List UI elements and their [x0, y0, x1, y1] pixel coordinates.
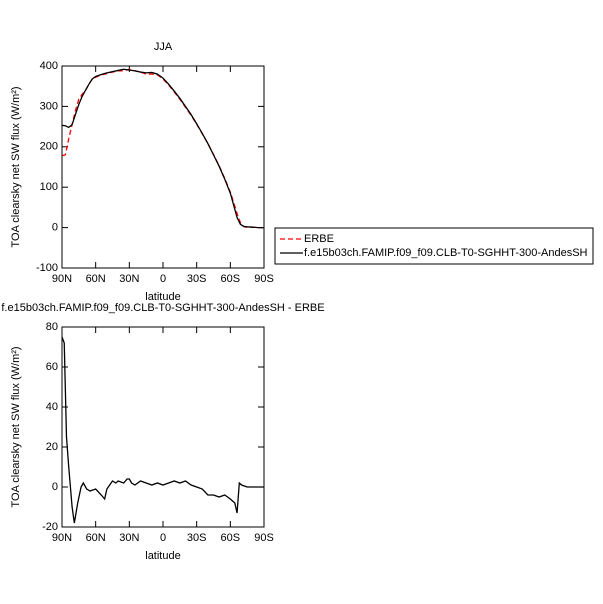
- x-tick-label: 30S: [187, 273, 207, 285]
- x-tick-label: 90S: [254, 532, 274, 544]
- x-tick-label: 60S: [221, 532, 241, 544]
- x-axis-label: latitude: [145, 291, 180, 303]
- plot-frame: [61, 65, 265, 269]
- data-line: [61, 336, 264, 524]
- y-tick-label: -100: [36, 262, 58, 274]
- legend-box: [274, 227, 594, 265]
- y-tick-label: 300: [40, 100, 58, 112]
- y-tick-label: 40: [46, 401, 58, 413]
- x-tick-label: 30N: [119, 532, 139, 544]
- chart-title: f.e15b03ch.FAMIP.f09_f09.CLB-T0-SGHHT-30…: [1, 302, 324, 314]
- y-tick-label: 0: [52, 481, 58, 493]
- x-tick-label: 90N: [52, 532, 72, 544]
- legend-label: f.e15b03ch.FAMIP.f09_f09.CLB-T0-SGHHT-30…: [304, 247, 588, 259]
- x-tick-label: 30S: [187, 532, 207, 544]
- y-tick-label: -20: [42, 521, 58, 533]
- x-axis-label: latitude: [145, 550, 180, 562]
- y-axis-label: TOA clearsky net SW flux (W/m²): [10, 346, 22, 507]
- x-tick-label: 60S: [221, 273, 241, 285]
- y-tick-label: 0: [52, 222, 58, 234]
- x-tick-label: 90S: [254, 273, 274, 285]
- y-tick-label: 200: [40, 141, 58, 153]
- y-tick-label: 100: [40, 181, 58, 193]
- data-line: [61, 68, 264, 229]
- y-tick-label: 60: [46, 361, 58, 373]
- x-tick-label: 60N: [86, 532, 106, 544]
- x-tick-label: 60N: [86, 273, 106, 285]
- y-tick-label: 80: [46, 321, 58, 333]
- x-tick-label: 90N: [52, 273, 72, 285]
- legend-label: ERBE: [304, 233, 334, 245]
- y-tick-label: 400: [40, 60, 58, 72]
- y-axis-label: TOA clearsky net SW flux (W/m²): [10, 86, 22, 247]
- y-tick-label: 20: [46, 441, 58, 453]
- chart-title: JJA: [154, 41, 173, 53]
- x-tick-label: 0: [160, 532, 166, 544]
- x-tick-label: 0: [160, 273, 166, 285]
- x-tick-label: 30N: [119, 273, 139, 285]
- plot-frame: [61, 326, 265, 528]
